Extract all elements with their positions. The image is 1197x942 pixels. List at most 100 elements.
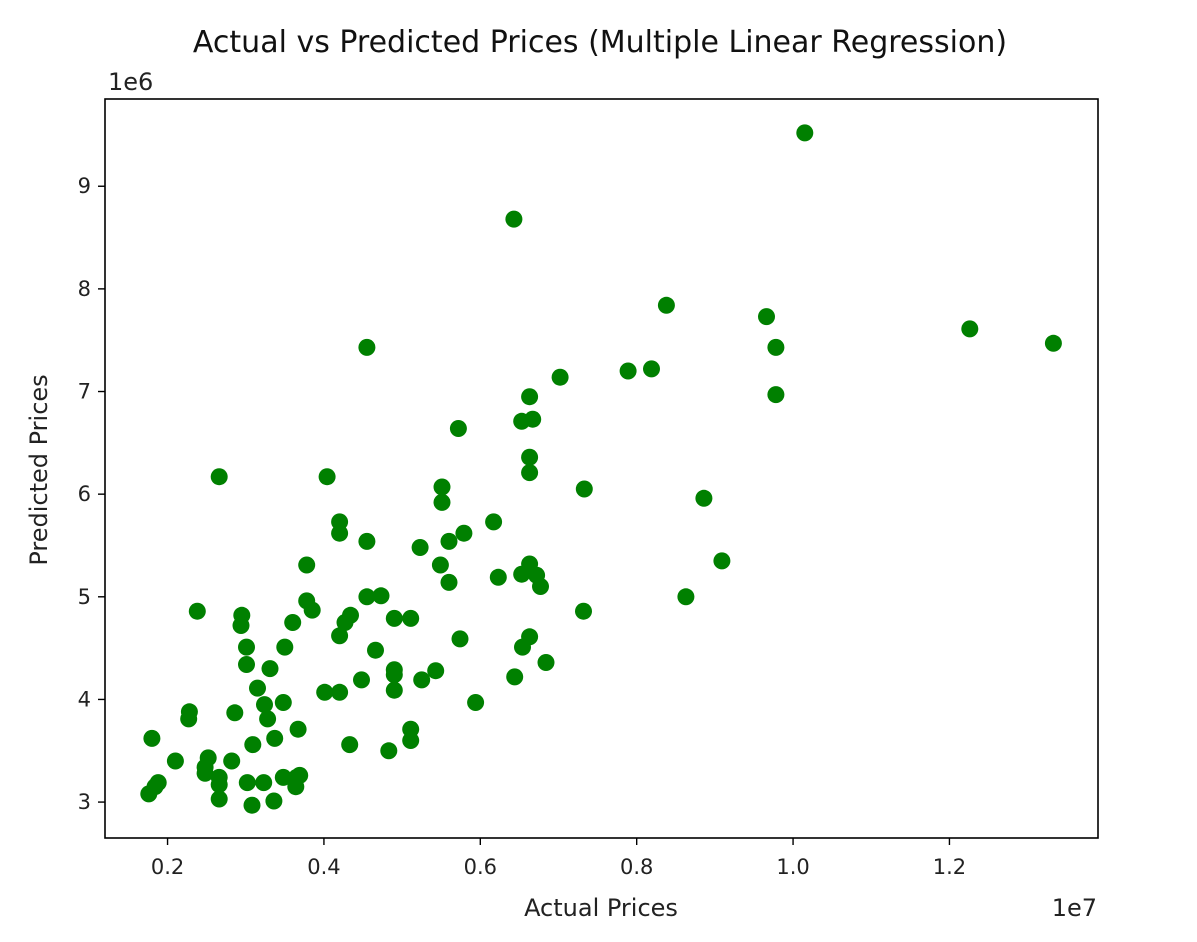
scatter-point — [413, 671, 431, 689]
x-tick-label: 0.6 — [464, 855, 497, 879]
scatter-point — [276, 638, 294, 656]
scatter-point — [341, 736, 359, 754]
y-tick-label: 5 — [78, 585, 91, 609]
scatter-point — [266, 729, 284, 747]
x-axis-label: Actual Prices — [524, 894, 678, 922]
scatter-point — [188, 602, 206, 620]
scatter-point — [402, 732, 420, 749]
chart-title: Actual vs Predicted Prices (Multiple Lin… — [193, 25, 1007, 60]
scatter-point — [226, 704, 244, 722]
scatter-point — [358, 532, 376, 550]
scatter-point — [140, 785, 158, 803]
scatter-point — [196, 764, 214, 782]
scatter-point — [657, 296, 675, 314]
scatter-point — [255, 774, 273, 792]
scatter-point — [180, 710, 198, 728]
scatter-point — [244, 736, 262, 754]
scatter-point — [961, 320, 979, 338]
scatter-point — [316, 683, 334, 701]
y-tick-label: 9 — [78, 174, 91, 198]
y-axis-ticks: 3 4 5 6 7 8 9 — [78, 174, 105, 814]
scatter-point — [455, 524, 473, 542]
scatter-point — [433, 493, 451, 511]
x-tick-label: 1.0 — [776, 855, 809, 879]
scatter-point — [521, 388, 539, 406]
y-offset-label: 1e6 — [108, 68, 153, 96]
scatter-point — [537, 654, 555, 671]
scatter-point — [249, 679, 266, 697]
scatter-point — [287, 778, 305, 796]
y-tick-label: 8 — [78, 277, 91, 301]
scatter-point — [677, 588, 695, 606]
scatter-point — [433, 478, 451, 496]
plot-area — [104, 98, 1099, 839]
scatter-point — [358, 338, 376, 356]
scatter-point — [440, 573, 458, 591]
scatter-point — [274, 694, 292, 711]
scatter-point — [238, 774, 256, 792]
scatter-point — [232, 617, 250, 634]
scatter-point — [331, 627, 349, 645]
scatter-point — [238, 656, 255, 673]
scatter-point — [767, 338, 785, 356]
scatter-point — [289, 720, 307, 738]
scatter-point — [336, 614, 354, 631]
scatter-point — [440, 532, 458, 550]
scatter-point — [358, 588, 376, 606]
scatter-point — [796, 124, 814, 142]
scatter-point — [514, 638, 531, 656]
scatter-point — [643, 360, 660, 378]
scatter-point — [243, 796, 261, 814]
scatter-point — [331, 683, 349, 701]
scatter-point — [767, 386, 785, 404]
scatter-point — [695, 489, 713, 507]
scatter-point — [532, 578, 549, 595]
scatter-point — [385, 666, 403, 684]
scatter-point — [143, 729, 161, 747]
points-layer — [140, 124, 1062, 814]
x-tick-label: 1.2 — [933, 855, 966, 879]
scatter-point — [1044, 334, 1062, 352]
scatter-point — [431, 556, 449, 574]
scatter-point — [259, 710, 277, 728]
scatter-point — [367, 641, 384, 659]
scatter-point — [513, 565, 531, 583]
y-tick-label: 7 — [78, 380, 91, 404]
scatter-point — [506, 668, 524, 686]
y-axis-label: Predicted Prices — [25, 374, 53, 565]
scatter-point — [274, 768, 292, 786]
scatter-point — [575, 480, 593, 498]
scatter-point — [411, 539, 429, 556]
scatter-point — [485, 513, 503, 531]
y-tick-label: 4 — [78, 687, 91, 711]
scatter-point — [575, 602, 592, 620]
scatter-point — [451, 630, 469, 648]
scatter-point — [261, 660, 279, 678]
scatter-point — [284, 614, 302, 631]
scatter-point — [619, 362, 637, 380]
scatter-point — [758, 308, 775, 326]
scatter-point — [256, 696, 273, 714]
scatter-point — [524, 410, 542, 428]
scatter-point — [353, 671, 370, 689]
y-tick-label: 6 — [78, 482, 91, 506]
scatter-point — [331, 524, 349, 542]
scatter-point — [265, 792, 283, 810]
scatter-point — [427, 662, 445, 680]
scatter-point — [223, 752, 241, 770]
scatter-point — [489, 568, 507, 586]
scatter-point — [449, 420, 467, 437]
scatter-point — [551, 368, 569, 386]
scatter-point — [210, 790, 228, 808]
scatter-point — [298, 556, 316, 574]
scatter-point — [385, 681, 403, 699]
scatter-point — [372, 587, 390, 605]
scatter-point — [210, 776, 228, 794]
y-tick-label: 3 — [78, 790, 91, 814]
scatter-point — [238, 638, 255, 656]
x-tick-label: 0.2 — [151, 855, 184, 879]
scatter-point — [385, 609, 403, 627]
scatter-point — [713, 552, 731, 570]
scatter-point — [402, 609, 420, 627]
